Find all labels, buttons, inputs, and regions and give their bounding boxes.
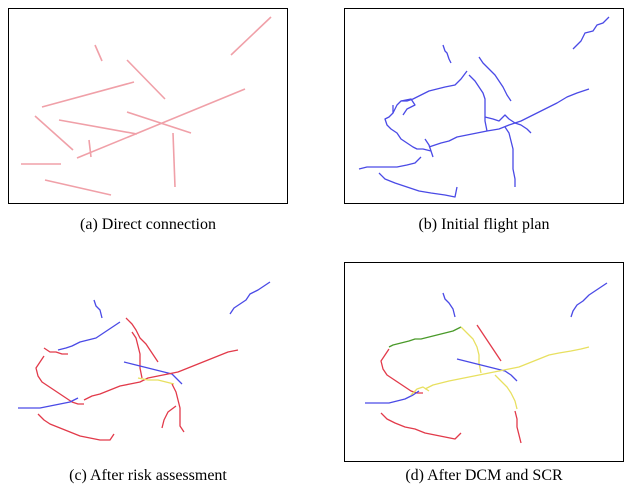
flight-path <box>484 114 532 134</box>
route-line <box>76 88 246 159</box>
caption-b: (b) Initial flight plan <box>418 216 550 233</box>
flight-path-safe <box>442 292 456 318</box>
route-line <box>126 59 166 100</box>
flight-path-risk <box>35 355 84 405</box>
risk-assessment-paths <box>18 281 271 441</box>
route-line <box>126 111 192 134</box>
route-line <box>88 139 92 158</box>
flight-path-rerouted <box>388 326 462 348</box>
flight-path-resolved <box>494 374 518 410</box>
flight-path-safe <box>93 299 103 319</box>
flight-path <box>384 105 434 158</box>
flight-path-risk <box>171 383 185 433</box>
direct-connection-plot <box>8 8 288 204</box>
flight-path-resolved <box>460 326 482 374</box>
flight-path-risk <box>125 317 159 363</box>
dcm-scr-paths <box>365 282 608 444</box>
flight-path <box>468 74 488 132</box>
flight-path <box>572 16 610 50</box>
initial-flight-plan-plot <box>344 8 624 204</box>
flight-path <box>378 172 458 198</box>
flight-path-risk <box>83 349 239 401</box>
route-line <box>230 16 272 56</box>
flight-path-resolved <box>424 346 590 390</box>
caption-a: (a) Direct connection <box>80 216 216 233</box>
flight-path-safe <box>123 361 183 385</box>
flight-path-safe <box>229 281 271 315</box>
flight-path <box>442 44 452 64</box>
flight-path <box>478 56 512 102</box>
flight-path <box>424 138 432 152</box>
route-line <box>41 81 135 108</box>
flight-path-safe <box>18 397 79 409</box>
flight-path-safe <box>57 321 121 351</box>
flight-path-risk <box>380 412 462 440</box>
flight-path-risk <box>380 348 423 394</box>
risk-assessment-plot <box>8 268 288 464</box>
flight-path-risk <box>514 410 522 444</box>
route-line <box>44 179 112 196</box>
flight-path-safe <box>365 390 420 404</box>
route-line <box>94 44 103 62</box>
flight-path-risk <box>131 331 143 379</box>
route-line <box>34 115 74 151</box>
caption-c: (c) After risk assessment <box>69 467 227 484</box>
flight-path <box>400 98 416 116</box>
direct-connection-lines <box>21 16 272 196</box>
flight-path-risk <box>43 347 68 355</box>
caption-d: (d) After DCM and SCR <box>405 467 563 484</box>
route-line <box>58 119 138 135</box>
flight-path-risk <box>37 413 115 441</box>
flight-path <box>428 88 590 148</box>
dcm-scr-plot <box>344 262 624 462</box>
flight-path-resolved <box>137 377 175 385</box>
flight-path-risk <box>161 405 177 429</box>
flight-path-safe <box>456 358 518 382</box>
flight-path-resolved <box>410 386 430 396</box>
flight-path <box>504 126 516 187</box>
flight-path-risk <box>476 324 502 362</box>
flight-path <box>358 156 422 170</box>
route-line <box>172 132 176 188</box>
initial-flight-plan-paths <box>358 16 610 198</box>
flight-path-safe <box>570 282 608 318</box>
flight-path <box>392 70 468 114</box>
